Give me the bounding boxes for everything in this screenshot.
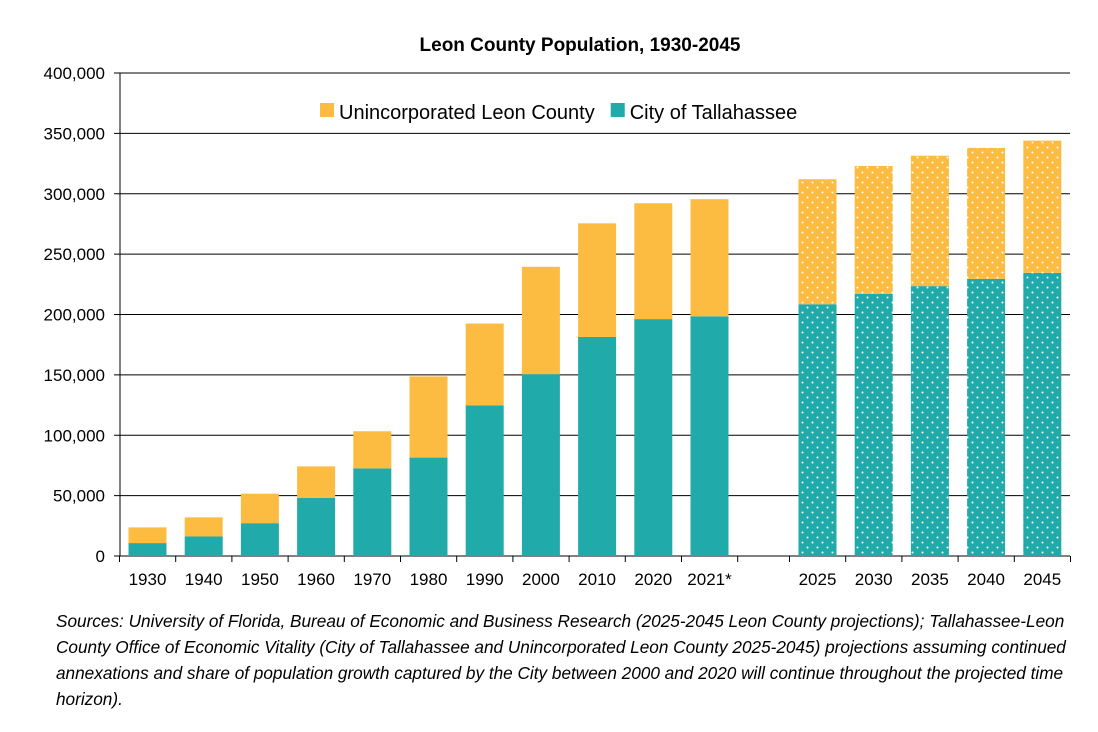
bar-unincorporated-1930 <box>128 527 167 544</box>
bar-city-1980 <box>409 457 448 556</box>
bar-city-1990 <box>465 405 504 556</box>
bar-city-2020 <box>634 319 673 556</box>
bar-city-2010 <box>578 336 617 556</box>
bar-city-2000 <box>521 374 560 556</box>
tick-labels: 0 50,000 100,000 150,000 200,000 250,000 300,0… <box>44 64 1062 589</box>
bar-unincorporated-2000 <box>521 266 560 375</box>
bar-city-2025 <box>798 304 837 556</box>
chart-title: Leon County Population, 1930-2045 <box>420 35 741 56</box>
bar-unincorporated-2020 <box>634 203 673 320</box>
bar-unincorporated-2035 <box>910 155 949 287</box>
bar-unincorporated-1980 <box>409 376 448 458</box>
population-chart: Leon County Population, 1930-2045 0 50,00… <box>44 35 1071 589</box>
legend: Unincorporated Leon County City of Tallah… <box>320 102 797 124</box>
x-tick-label: 1990 <box>466 570 504 589</box>
y-tick-label: 300,000 <box>44 185 105 204</box>
x-tick-label: 1960 <box>297 570 335 589</box>
legend-label: City of Tallahassee <box>630 102 798 124</box>
bar-unincorporated-2025 <box>798 179 837 305</box>
x-tick-label: 1970 <box>353 570 391 589</box>
bars <box>128 140 1062 556</box>
bar-city-1930 <box>128 543 167 556</box>
bar-city-2030 <box>854 293 893 556</box>
x-tick-label: 2021* <box>687 570 732 589</box>
bar-unincorporated-1970 <box>353 431 392 469</box>
bar-unincorporated-1940 <box>184 517 223 537</box>
source-note: Sources: University of Florida, Bureau o… <box>56 611 1066 709</box>
bar-city-1950 <box>240 523 279 556</box>
bar-city-2040 <box>967 278 1006 556</box>
bar-unincorporated-2045 <box>1023 140 1062 273</box>
x-tick-label: 1950 <box>241 570 279 589</box>
x-tick-label: 2030 <box>855 570 893 589</box>
bar-unincorporated-2030 <box>854 165 893 294</box>
x-tick-label: 2025 <box>799 570 837 589</box>
legend-swatch <box>610 103 625 117</box>
y-tick-label: 200,000 <box>44 306 105 325</box>
x-tick-label: 2035 <box>911 570 949 589</box>
y-tick-label: 50,000 <box>53 487 105 506</box>
x-tick-label: 2010 <box>578 570 616 589</box>
x-tick-label: 2045 <box>1023 570 1061 589</box>
bar-city-1960 <box>297 497 336 556</box>
legend-label: Unincorporated Leon County <box>339 102 595 124</box>
x-tick-label: 2020 <box>634 570 672 589</box>
bar-city-2021 <box>690 316 729 556</box>
y-tick-label: 0 <box>96 547 105 566</box>
bar-unincorporated-2040 <box>967 147 1006 279</box>
bar-city-2035 <box>910 286 949 556</box>
bar-city-1940 <box>184 536 223 556</box>
bar-unincorporated-1950 <box>240 493 279 524</box>
y-tick-label: 150,000 <box>44 366 105 385</box>
bar-city-2045 <box>1023 272 1062 556</box>
x-tick-label: 1980 <box>410 570 448 589</box>
legend-swatch <box>320 103 334 117</box>
x-tick-label: 2040 <box>967 570 1005 589</box>
y-tick-label: 250,000 <box>44 245 105 264</box>
bar-unincorporated-1990 <box>465 323 504 406</box>
x-tick-label: 1940 <box>185 570 223 589</box>
bar-unincorporated-2010 <box>578 223 617 337</box>
y-tick-label: 100,000 <box>44 426 105 445</box>
x-tick-label: 2000 <box>522 570 560 589</box>
y-tick-label: 400,000 <box>44 64 105 83</box>
bar-unincorporated-1960 <box>297 466 336 498</box>
bar-city-1970 <box>353 468 392 556</box>
bar-unincorporated-2021 <box>690 199 729 317</box>
y-tick-label: 350,000 <box>44 124 105 143</box>
x-tick-label: 1930 <box>129 570 167 589</box>
